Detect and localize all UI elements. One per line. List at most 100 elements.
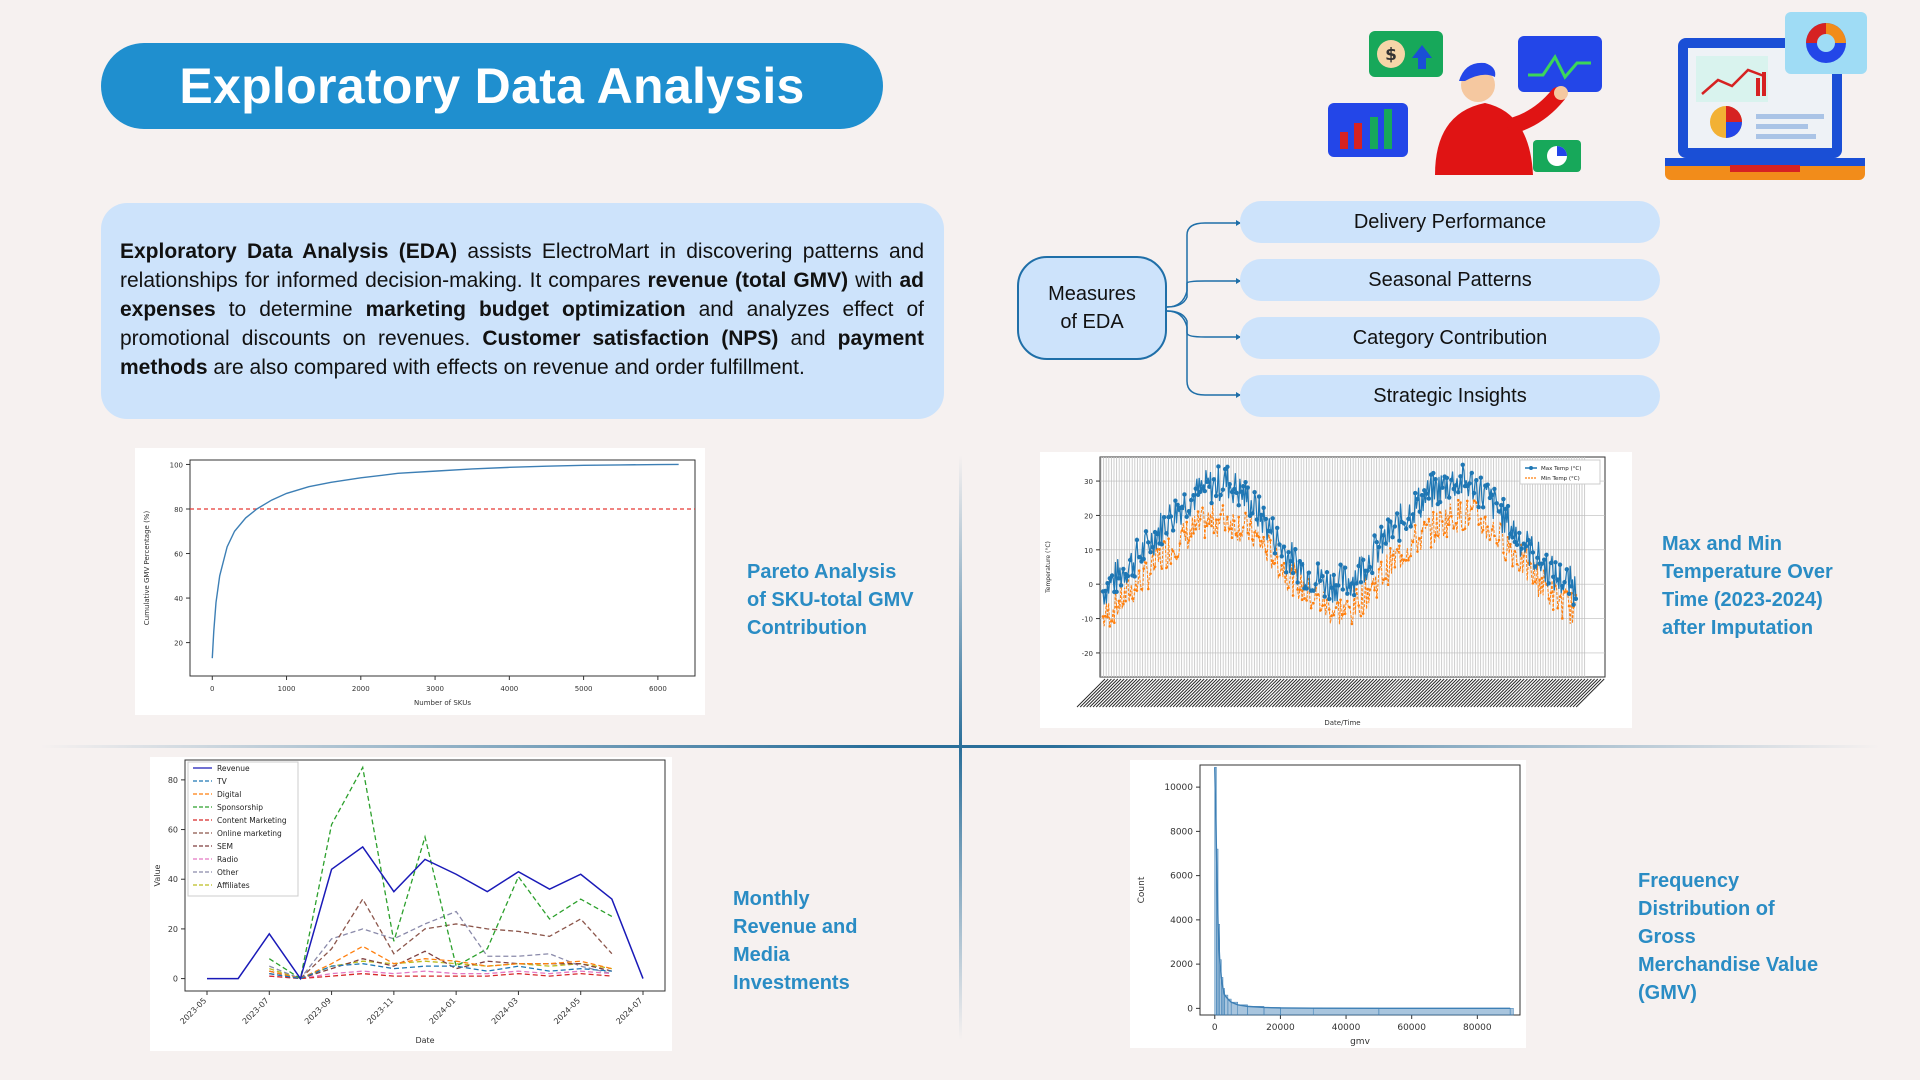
min-temp-point [1429, 546, 1433, 549]
min-temp-point [1477, 523, 1480, 526]
max-temp-point [1379, 524, 1384, 530]
legend-label: Content Marketing [217, 816, 287, 825]
intro-text-4: with [848, 269, 900, 292]
x-tick-label [1108, 678, 1138, 708]
min-temp-point [1404, 559, 1408, 562]
max-temp-point [1241, 483, 1246, 489]
x-tick-label [1239, 678, 1269, 708]
measure-label: Delivery Performance [1353, 210, 1547, 233]
x-tick-label [1105, 678, 1135, 708]
min-temp-point [1198, 517, 1202, 521]
min-temp-point [1278, 573, 1281, 577]
min-temp-point [1418, 537, 1422, 540]
min-temp-point [1135, 589, 1139, 592]
min-temp-point [1549, 591, 1553, 595]
x-tick-label [1255, 678, 1285, 708]
title-banner: Exploratory Data Analysis [101, 43, 883, 129]
x-tick-label [1233, 678, 1263, 708]
min-temp-point [1312, 601, 1315, 605]
max-temp-point [1327, 596, 1332, 602]
legend-label: Other [217, 868, 239, 877]
x-tick-label [1374, 678, 1403, 708]
min-temp-point [1298, 588, 1302, 591]
x-tick-label [1569, 678, 1599, 708]
min-temp-point [1153, 565, 1157, 569]
x-tick-label: 2000 [352, 685, 370, 693]
max-temp-point [1489, 492, 1495, 498]
series-line-tv [269, 963, 612, 980]
min-temp-point [1210, 524, 1213, 528]
x-tick-label [1137, 678, 1167, 708]
min-temp-point [1108, 625, 1112, 628]
min-temp-point [1269, 538, 1272, 542]
x-tick-label [1252, 678, 1282, 708]
max-temp-point [1383, 541, 1389, 546]
min-temp-point [1309, 606, 1313, 610]
max-temp-point [1349, 581, 1355, 586]
x-tick-label [1348, 678, 1378, 708]
max-temp-point [1453, 483, 1459, 488]
x-tick-label [1217, 678, 1247, 708]
x-tick-label [1319, 678, 1349, 708]
max-temp-point [1109, 573, 1115, 578]
x-tick-label [1470, 678, 1499, 708]
pareto-chart: 0 1000 2000 3000 4000 5000 6000 20 40 60 80 100 Numb… [143, 459, 696, 707]
min-temp-point [1232, 519, 1236, 523]
min-temp-point [1115, 605, 1118, 609]
x-tick-label [1223, 678, 1253, 708]
min-temp-point [1533, 580, 1537, 584]
max-temp-point [1367, 564, 1373, 570]
min-temp-point [1339, 598, 1342, 602]
measure-delivery-performance: Delivery Performance [1240, 201, 1660, 243]
min-temp-point [1386, 583, 1390, 587]
min-temp-point [1221, 504, 1225, 507]
max-temp-point [1118, 583, 1124, 588]
x-tick-label [1131, 678, 1160, 708]
min-temp-point [1563, 591, 1566, 594]
measures-hub-line1: Measures [1048, 283, 1136, 305]
x-tick-label [1390, 678, 1419, 708]
x-tick-label [1521, 678, 1551, 708]
max-temp-point [1216, 464, 1221, 469]
max-temp-point [1209, 500, 1214, 506]
x-tick-label [1175, 678, 1205, 708]
max-temp-point [1360, 557, 1366, 563]
max-temp-point [1471, 490, 1477, 496]
x-tick-label: 0 [1212, 1023, 1218, 1033]
x-tick-label: 4000 [500, 685, 518, 693]
max-temp-point [1150, 545, 1155, 550]
min-temp-point [1400, 554, 1403, 557]
legend-label: Radio [217, 855, 238, 864]
max-temp-point [1381, 533, 1386, 538]
min-temp-point [1217, 518, 1220, 522]
x-tick-label [1534, 678, 1563, 708]
min-temp-point [1323, 603, 1327, 607]
min-temp-point [1142, 567, 1146, 570]
kde-line [1214, 767, 1511, 1010]
x-tick-label [1076, 678, 1106, 708]
min-temp-point [1402, 558, 1406, 562]
x-tick-label [1441, 678, 1471, 708]
x-tick-label [1195, 678, 1224, 708]
min-temp-point [1183, 530, 1186, 534]
max-temp-point [1204, 479, 1210, 485]
x-axis-label: gmv [1350, 1037, 1370, 1047]
max-temp-point [1261, 505, 1266, 510]
max-temp-point [1492, 486, 1497, 492]
min-temp-point [1420, 529, 1424, 533]
vertical-divider [959, 455, 962, 1040]
x-tick-label [1463, 678, 1493, 708]
x-tick-label [1198, 678, 1227, 708]
x-tick-label [1467, 678, 1496, 708]
max-temp-point [1437, 499, 1443, 505]
x-tick-label [1124, 678, 1154, 708]
max-temp-point [1528, 541, 1533, 547]
min-temp-point [1357, 604, 1360, 607]
x-tick-label [1182, 678, 1211, 708]
x-tick-label [1159, 678, 1189, 708]
min-temp-point [1144, 561, 1148, 565]
min-temp-point [1395, 548, 1399, 551]
max-temp-point [1207, 484, 1212, 489]
min-temp-point [1513, 550, 1517, 553]
x-tick-label [1092, 678, 1122, 708]
